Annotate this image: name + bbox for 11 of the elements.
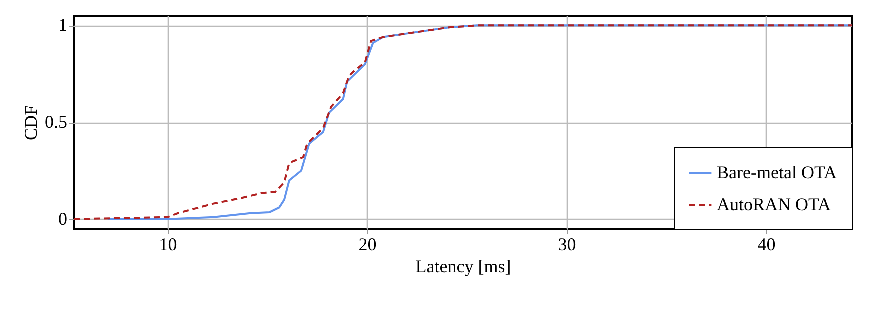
legend-label: AutoRAN OTA (717, 194, 832, 214)
y-tick-label: 0 (58, 208, 68, 229)
x-tick-label: 20 (358, 234, 377, 254)
y-tick-label: 1 (58, 15, 68, 36)
x-tick-label: 30 (558, 234, 576, 254)
y-axis-title: CDF (21, 105, 41, 141)
x-tick-label: 40 (758, 234, 776, 254)
legend-label: Bare-metal OTA (717, 162, 838, 182)
x-axis-title: Latency [ms] (416, 256, 512, 276)
y-tick-label: 0.5 (45, 112, 68, 132)
x-tick-label: 10 (159, 234, 178, 254)
